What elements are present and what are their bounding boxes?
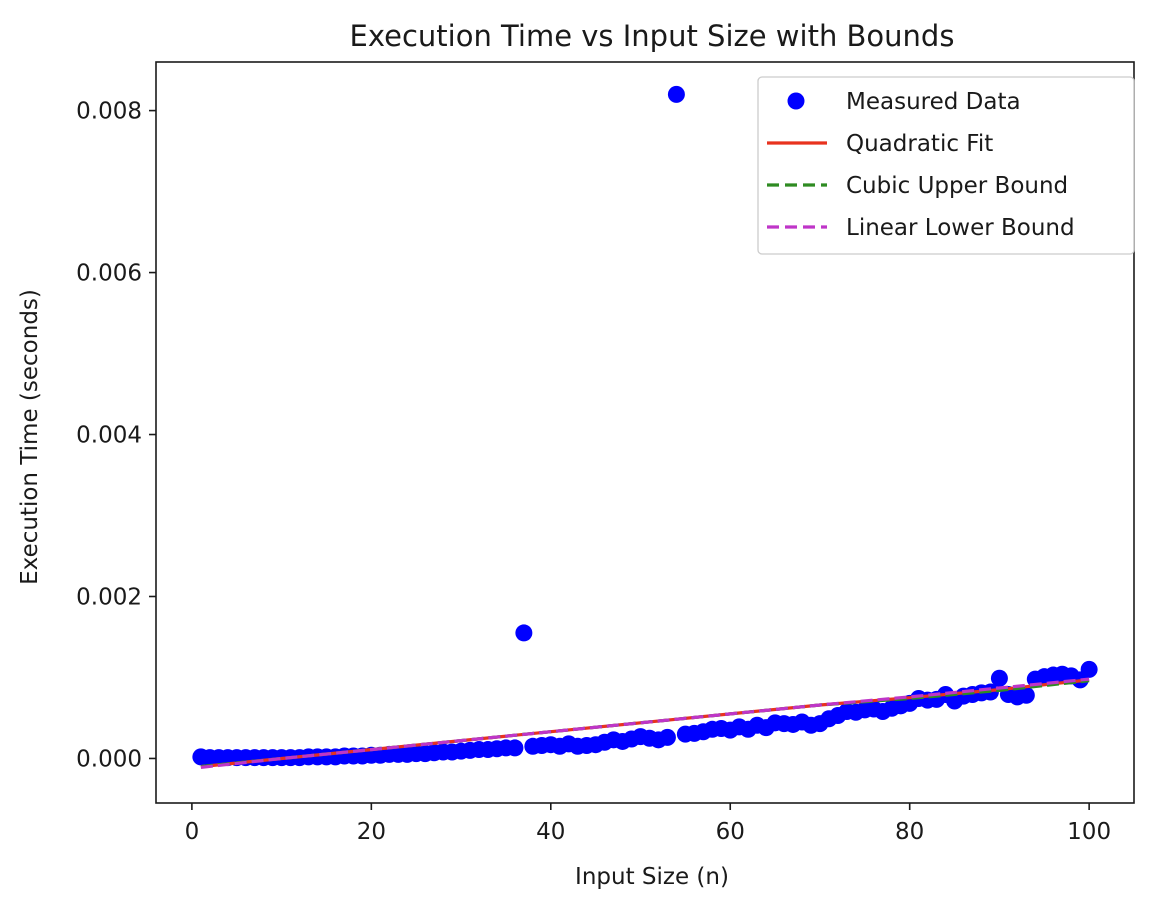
- legend-label: Measured Data: [846, 89, 1021, 115]
- data-point: [506, 739, 524, 757]
- legend-entry: Quadratic Fit: [767, 131, 993, 157]
- y-tick-label: 0.000: [76, 746, 142, 772]
- legend-entry: Linear Lower Bound: [767, 215, 1075, 241]
- legend-entry: Measured Data: [787, 89, 1021, 115]
- x-tick-label: 80: [895, 819, 924, 845]
- y-axis: 0.000 0.002 0.004 0.006 0.008: [76, 99, 156, 772]
- x-tick-label: 0: [185, 819, 200, 845]
- legend-entry: Cubic Upper Bound: [767, 173, 1068, 199]
- axes-frame: [155, 61, 1135, 804]
- legend-label: Quadratic Fit: [846, 131, 993, 157]
- x-tick-label: 40: [536, 819, 565, 845]
- data-point: [658, 728, 676, 746]
- data-point: [1017, 686, 1035, 704]
- data-point: [667, 85, 685, 103]
- legend-label: Linear Lower Bound: [846, 215, 1075, 241]
- chart-title: Execution Time vs Input Size with Bounds: [350, 19, 955, 53]
- y-axis-label: Execution Time (seconds): [17, 289, 43, 585]
- legend-marker: [787, 92, 805, 110]
- x-tick-label: 20: [357, 819, 386, 845]
- x-tick-label: 100: [1067, 819, 1111, 845]
- legend-label: Cubic Upper Bound: [846, 173, 1068, 199]
- x-axis: 0 20 40 60 80 100: [185, 803, 1111, 845]
- x-tick-label: 60: [716, 819, 745, 845]
- y-tick-label: 0.004: [76, 423, 142, 449]
- legend-box: [757, 76, 1135, 255]
- y-tick-label: 0.002: [76, 584, 142, 610]
- y-tick-label: 0.006: [76, 261, 142, 287]
- y-tick-label: 0.008: [76, 99, 142, 125]
- plot-area: [192, 85, 1098, 769]
- measured-data-series: [192, 85, 1098, 767]
- linear-lower-bound-line: [200, 677, 1090, 769]
- data-point: [990, 669, 1008, 687]
- legend: Measured Data Quadratic Fit Cubic Upper Bo…: [757, 76, 1135, 255]
- data-point: [515, 624, 533, 642]
- x-axis-label: Input Size (n): [575, 864, 729, 890]
- data-point: [1080, 660, 1098, 678]
